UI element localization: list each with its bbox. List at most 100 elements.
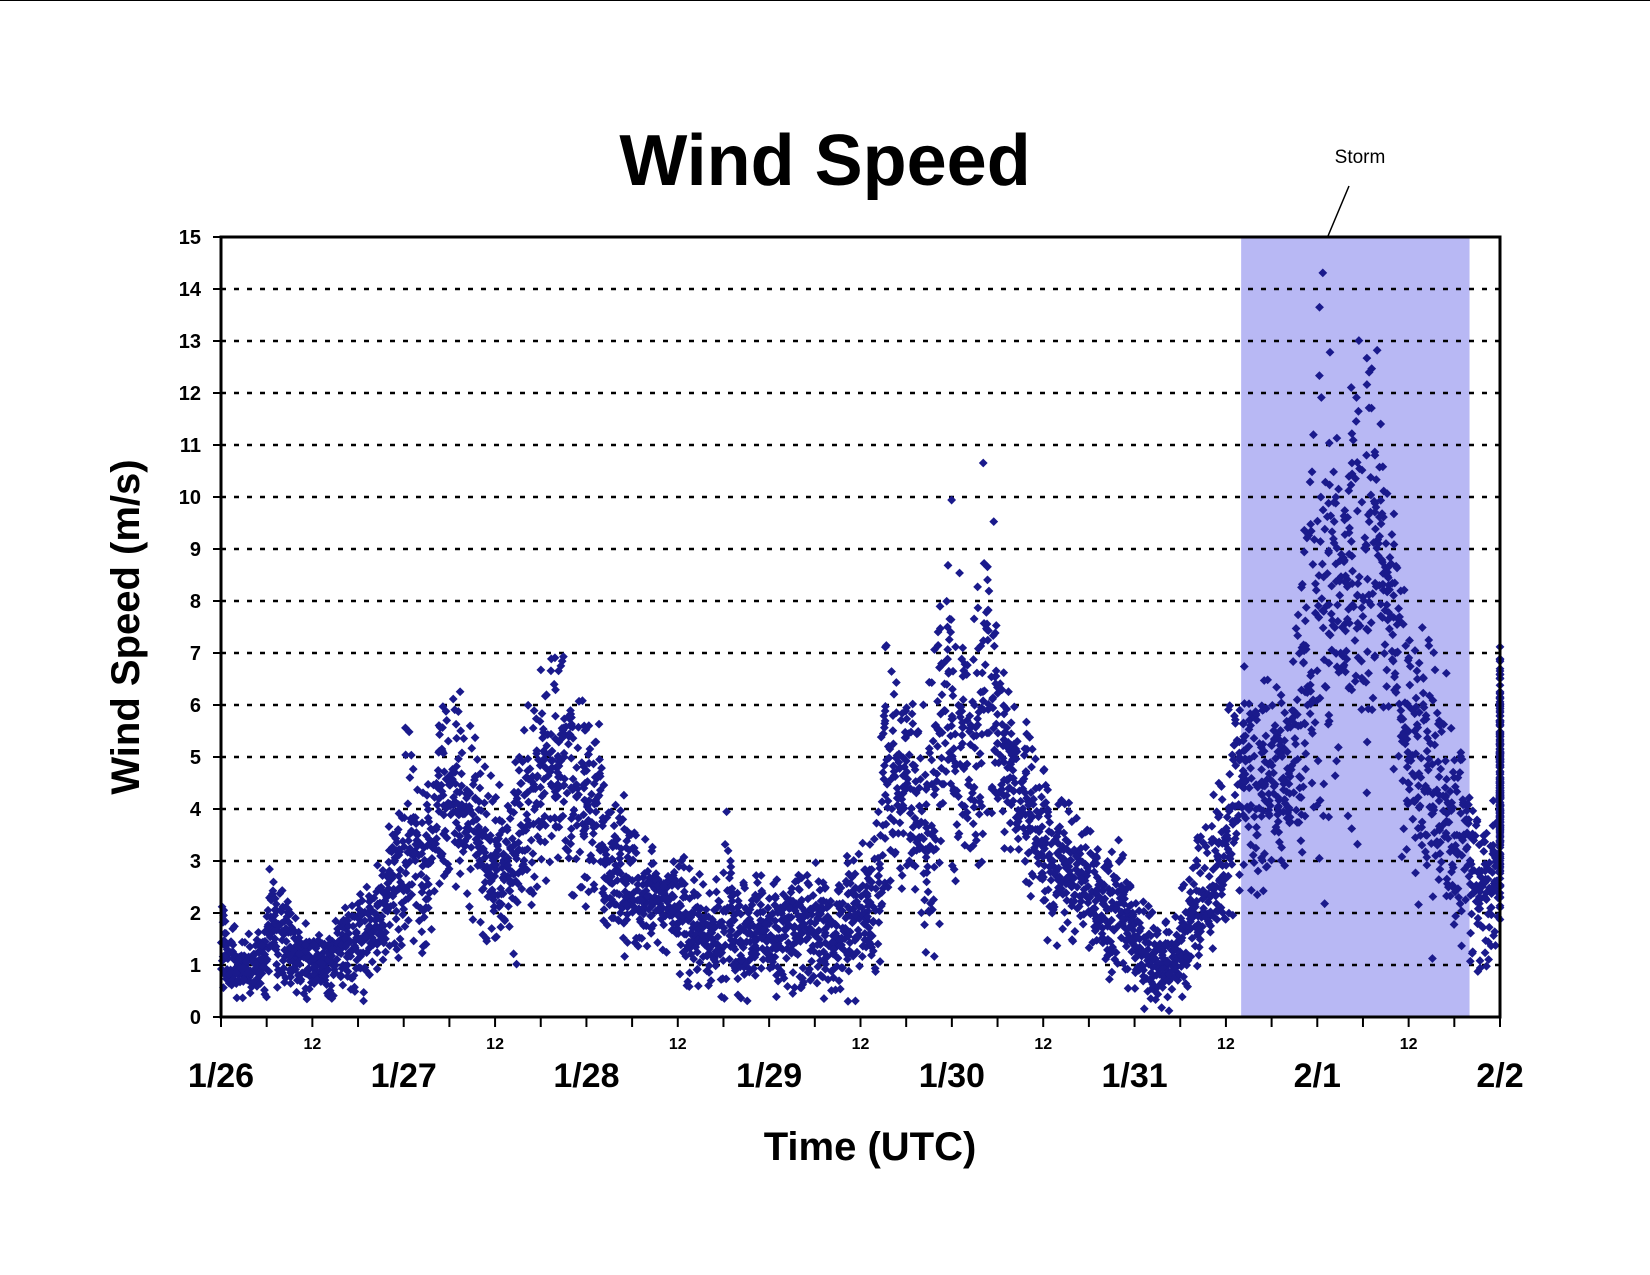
data-point	[1293, 721, 1303, 731]
data-point	[1138, 976, 1148, 986]
data-point	[795, 915, 805, 925]
data-point	[1008, 765, 1018, 775]
data-point	[902, 767, 912, 777]
data-point	[1168, 946, 1178, 956]
data-point	[523, 788, 532, 797]
data-point	[851, 996, 860, 1006]
data-point	[993, 728, 1003, 738]
data-point	[833, 953, 843, 963]
data-point	[471, 834, 481, 844]
data-point	[1384, 624, 1394, 634]
data-point	[669, 857, 679, 867]
data-point	[794, 884, 803, 894]
data-point	[865, 865, 875, 875]
data-point	[826, 896, 836, 906]
data-point	[1371, 524, 1380, 534]
data-point	[1225, 769, 1235, 779]
data-point	[1329, 517, 1339, 526]
data-point	[1465, 956, 1475, 966]
data-point	[1434, 716, 1444, 726]
data-point	[1157, 1003, 1167, 1013]
data-point	[1162, 927, 1171, 937]
data-point	[733, 974, 743, 984]
data-point	[1086, 848, 1095, 858]
data-point	[1329, 538, 1339, 548]
data-point	[309, 940, 319, 950]
data-point	[1417, 840, 1427, 850]
data-point	[423, 805, 433, 815]
data-point	[382, 892, 392, 902]
data-point	[523, 844, 532, 854]
data-point	[902, 860, 912, 870]
data-point	[1270, 827, 1280, 836]
data-point	[751, 949, 761, 959]
data-point	[232, 968, 241, 978]
data-point	[1318, 268, 1328, 278]
data-point	[1346, 480, 1356, 490]
data-point	[1061, 888, 1071, 898]
data-point	[883, 882, 893, 892]
data-point	[1432, 708, 1442, 718]
data-point	[616, 806, 625, 816]
x-tick-label-day: 2/1	[1294, 1057, 1341, 1095]
data-point	[615, 849, 625, 859]
x-axis-ticks: 1/26 1/27 1/28 1/29 1/30 1/31 2/1 2/212 12 12 12 12…	[188, 1017, 1524, 1095]
data-point	[1210, 846, 1220, 856]
data-point	[244, 929, 254, 939]
data-point	[1260, 796, 1270, 805]
data-point	[704, 944, 714, 954]
data-point	[1443, 834, 1453, 843]
data-point	[456, 726, 466, 736]
data-point	[530, 805, 539, 814]
data-point	[1013, 834, 1023, 844]
data-point	[315, 958, 325, 967]
data-point	[283, 897, 293, 907]
data-point	[1237, 771, 1247, 781]
data-point	[232, 993, 242, 1003]
data-point	[1353, 839, 1362, 849]
data-point	[294, 927, 304, 937]
data-point	[273, 970, 282, 980]
data-point	[1364, 668, 1373, 678]
data-point	[1037, 792, 1046, 802]
data-point	[417, 818, 427, 828]
data-point	[851, 910, 861, 920]
data-point	[591, 737, 601, 747]
data-point	[1350, 676, 1360, 686]
data-point	[1108, 902, 1118, 912]
data-point	[1003, 797, 1012, 807]
data-point	[1092, 935, 1102, 945]
data-point	[1435, 864, 1445, 874]
data-point	[466, 864, 475, 874]
data-point	[719, 994, 729, 1003]
data-point	[1324, 812, 1334, 822]
data-point	[679, 852, 689, 862]
data-point	[1044, 852, 1053, 861]
data-point	[468, 809, 478, 819]
data-point	[715, 918, 725, 928]
data-point	[713, 932, 723, 942]
data-point	[1205, 927, 1215, 937]
data-point	[1057, 884, 1066, 894]
x-tick-label-day: 1/31	[1101, 1057, 1167, 1095]
data-point	[554, 666, 563, 676]
data-point	[1163, 939, 1173, 948]
data-point	[1124, 922, 1134, 932]
data-point	[270, 910, 280, 920]
data-point	[849, 856, 859, 865]
data-point	[973, 603, 983, 613]
data-point	[642, 941, 652, 951]
data-point	[929, 952, 939, 961]
y-tick-label: 12	[179, 383, 201, 405]
data-point	[257, 969, 267, 978]
data-point	[272, 906, 282, 915]
data-point	[560, 774, 569, 784]
data-point	[1451, 911, 1461, 921]
data-point	[510, 895, 520, 905]
data-point	[339, 915, 349, 925]
data-point	[982, 625, 992, 635]
data-point	[917, 806, 927, 816]
data-point	[1214, 812, 1223, 822]
data-point	[937, 753, 946, 763]
data-point	[256, 955, 266, 964]
